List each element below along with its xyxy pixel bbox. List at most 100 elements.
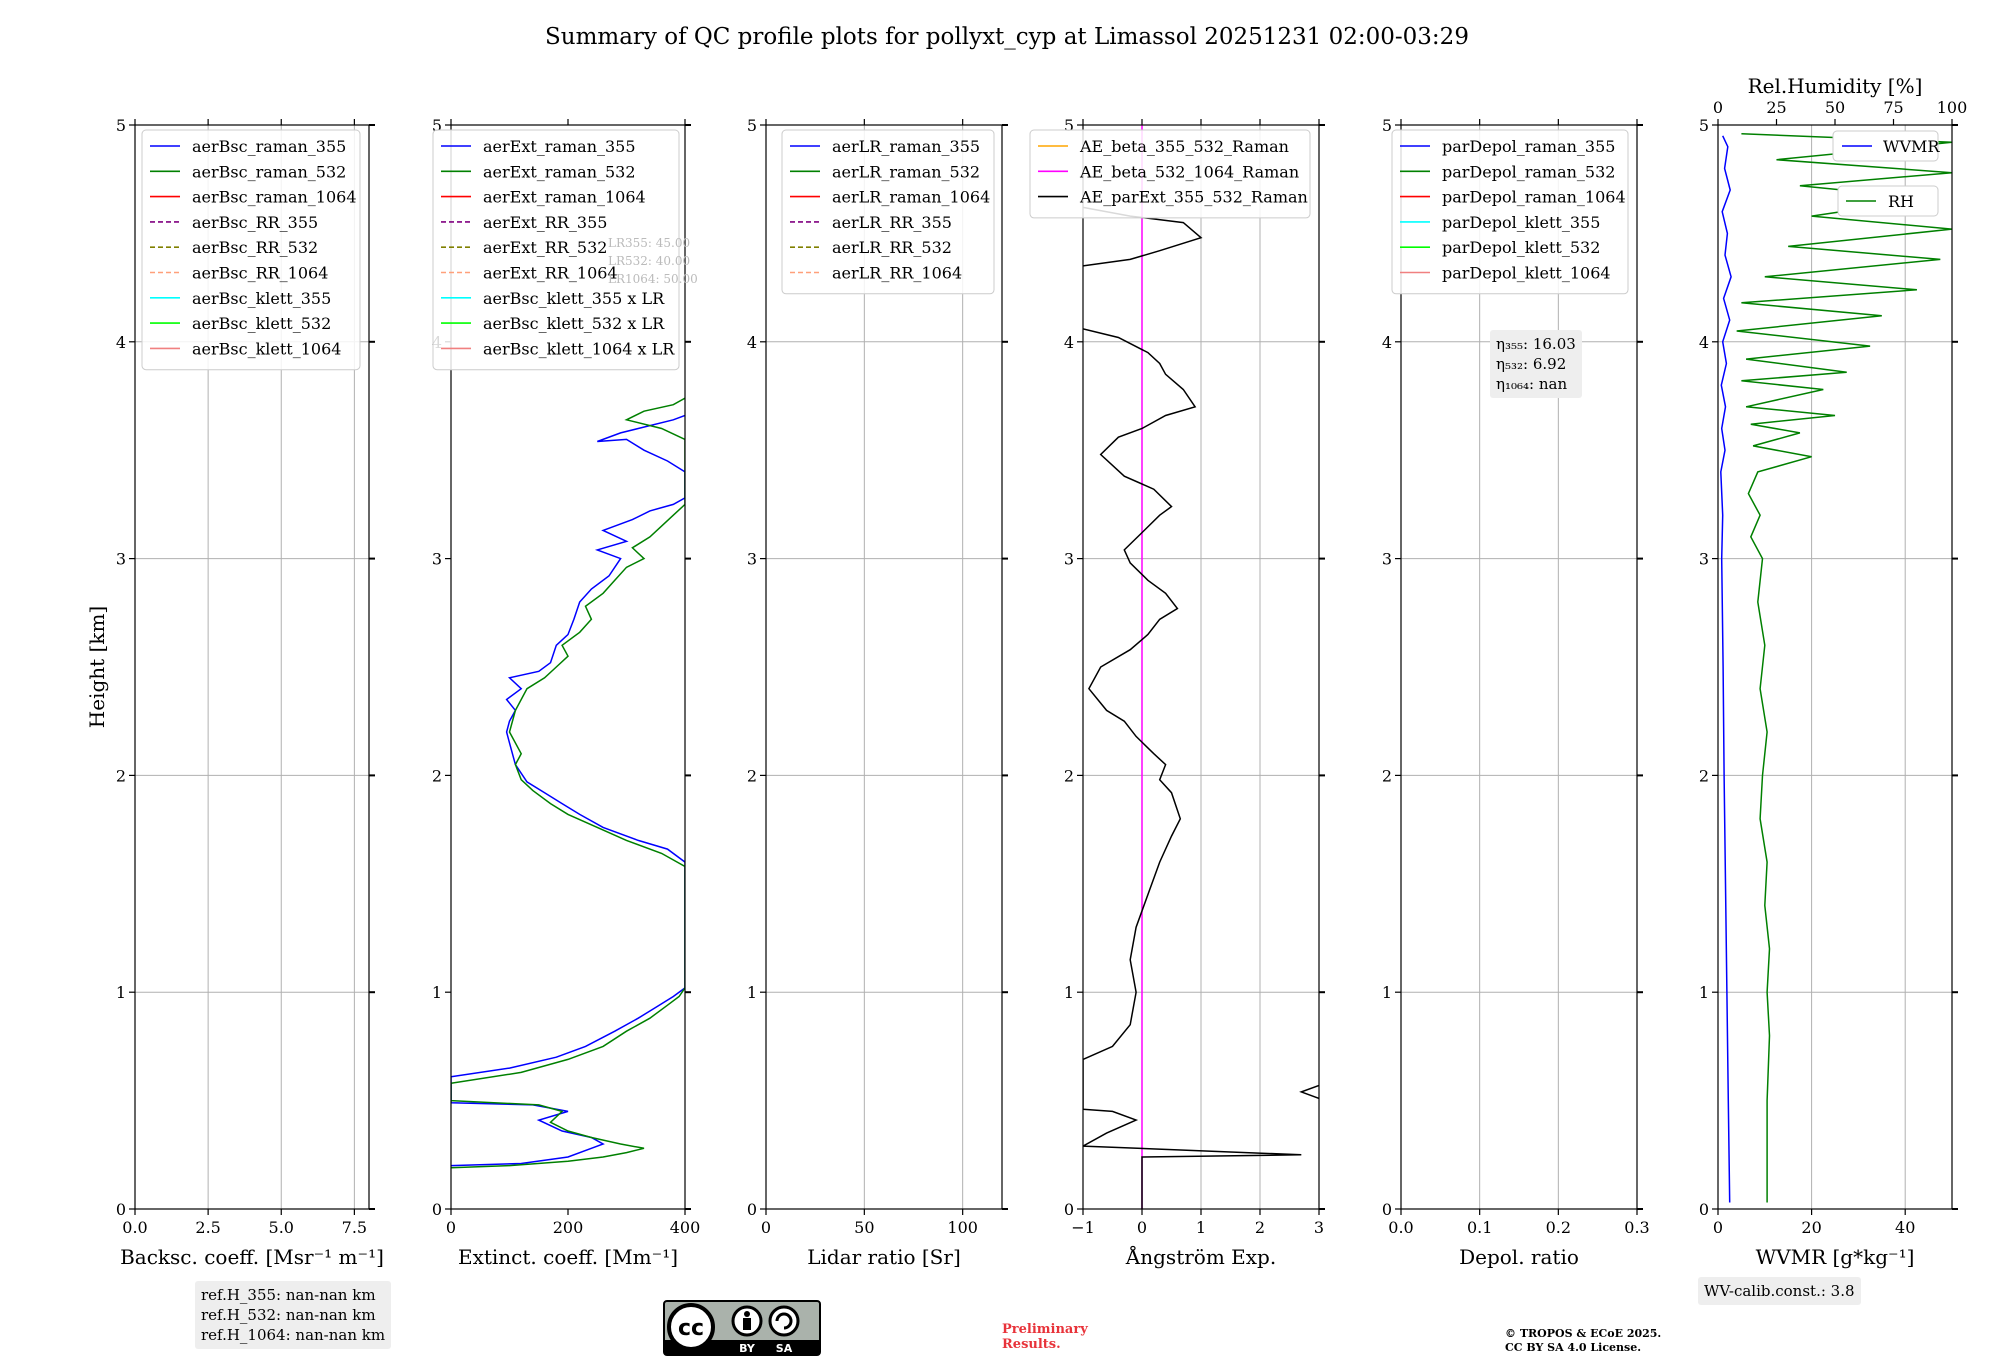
- legend-entry: aerExt_RR_1064: [483, 264, 618, 283]
- panel-lr: 0 50 100 0 1 2 3 4 5 Lidar ratio [Sr] aerLR_raman_…: [747, 116, 1008, 1269]
- legend-entry: aerExt_RR_532: [483, 238, 607, 257]
- legend-entry: WVMR: [1883, 137, 1940, 156]
- x-tick-label: 1: [1196, 1218, 1206, 1237]
- x-tick-label: 200: [553, 1218, 584, 1237]
- y-tick-label: 2: [1699, 766, 1709, 785]
- series-line-aerExt_raman_355: [451, 414, 685, 1167]
- y-tick-label: 3: [116, 550, 126, 569]
- legend-wvmr: WVMR: [1832, 130, 1940, 162]
- x-tick-label: 0.0: [122, 1218, 147, 1237]
- x-tick-label: 20: [1801, 1218, 1821, 1237]
- x-tick-label: 0.3: [1624, 1218, 1649, 1237]
- legend-entry: RH: [1888, 192, 1914, 211]
- legend-entry: parDepol_klett_355: [1442, 213, 1600, 232]
- axes-frame: [765, 124, 1003, 1210]
- y-tick-label: 0: [747, 1200, 757, 1219]
- legend-entry: aerBsc_raman_1064: [192, 188, 357, 207]
- top-x-tick-label: 100: [1937, 98, 1968, 117]
- legend-entry: parDepol_raman_355: [1442, 137, 1615, 156]
- axes-frame: [134, 124, 370, 1210]
- ref-h-532: ref.H_532: nan-nan km: [201, 1306, 376, 1324]
- legend-entry: aerLR_raman_532: [832, 162, 980, 181]
- x-tick-label: 7.5: [342, 1218, 367, 1237]
- legend-entry: aerLR_raman_355: [832, 137, 980, 156]
- legend-box: [1832, 130, 1939, 162]
- legend-entry: AE_parExt_355_532_Raman: [1079, 188, 1308, 207]
- y-tick-label: 3: [1064, 550, 1074, 569]
- series-group-ext: [451, 397, 685, 1169]
- y-tick-label: 2: [116, 766, 126, 785]
- y-tick-label: 0: [1064, 1200, 1074, 1219]
- x-tick-label: −1: [1071, 1218, 1095, 1237]
- x-axis-label: Depol. ratio: [1459, 1245, 1579, 1269]
- y-tick-label: 0: [1382, 1200, 1392, 1219]
- x-tick-label: 3: [1314, 1218, 1324, 1237]
- x-axis-label: WVMR [g*kg⁻¹]: [1756, 1245, 1915, 1269]
- x-tick-label: 0: [761, 1218, 771, 1237]
- preliminary-line-2: Results.: [1002, 1337, 1061, 1352]
- y-tick-label: 2: [1382, 766, 1392, 785]
- x-tick-label: 40: [1895, 1218, 1915, 1237]
- panel-wv: 0 20 40 0 25 50 75 100 Rel.Humidity [%] 0 1 2 3 4 5 WVM…: [1699, 74, 1967, 1269]
- ext-lr-1064: LR1064: 50.00: [608, 272, 698, 286]
- panels: 0.0 2.5 5.0 7.5 0 1 2 3 4 5 Backsc. coeff. [Msr⁻¹ …: [85, 74, 1967, 1269]
- sa-label: SA: [776, 1342, 793, 1355]
- legend-entry: aerBsc_RR_1064: [192, 264, 328, 283]
- x-tick-label: 0: [1713, 1218, 1723, 1237]
- eta-355: η₃₅₅: 16.03: [1496, 335, 1576, 353]
- series-line-aerExt_raman_532: [451, 397, 685, 1169]
- x-axis-label: Extinct. coeff. [Mm⁻¹]: [458, 1245, 678, 1269]
- y-tick-label: 4: [1699, 333, 1709, 352]
- legend-entry: aerBsc_RR_532: [192, 238, 318, 257]
- preliminary-line-1: Preliminary: [1002, 1322, 1088, 1337]
- legend-entry: aerLR_raman_1064: [832, 188, 990, 207]
- y-tick-label: 2: [432, 766, 442, 785]
- by-label: BY: [739, 1342, 756, 1355]
- y-tick-label: 2: [1064, 766, 1074, 785]
- legend-entry: parDepol_raman_1064: [1442, 188, 1626, 207]
- copyright-note: © TROPOS & ECoE 2025. CC BY SA 4.0 Licen…: [1505, 1327, 1661, 1355]
- x-axis-label: Ångström Exp.: [1125, 1244, 1276, 1269]
- x-axis-label: Backsc. coeff. [Msr⁻¹ m⁻¹]: [120, 1245, 384, 1269]
- y-tick-label: 3: [747, 550, 757, 569]
- panel-ext: 0200400012345Extinct. coeff. [Mm⁻¹]aerEx…: [432, 116, 700, 1269]
- y-tick-label: 5: [1382, 116, 1392, 135]
- y-tick-label: 3: [432, 550, 442, 569]
- ref-height-box: ref.H_355: nan-nan km ref.H_532: nan-nan…: [195, 1281, 392, 1349]
- y-tick-label: 0: [1699, 1200, 1709, 1219]
- legend-entry: aerBsc_raman_532: [192, 162, 346, 181]
- x-tick-label: 50: [854, 1218, 874, 1237]
- eta-1064: η₁₀₆₄: nan: [1496, 375, 1568, 393]
- legend-entry: AE_beta_532_1064_Raman: [1079, 162, 1299, 181]
- panel-bsc: 0.0 2.5 5.0 7.5 0 1 2 3 4 5 Backsc. coeff. [Msr⁻¹ …: [85, 116, 384, 1269]
- eta-532: η₅₃₂: 6.92: [1496, 355, 1567, 373]
- legend-entry: parDepol_klett_532: [1442, 238, 1600, 257]
- series-line-AE_parExt_355_532_Raman: [1299, 1084, 1319, 1100]
- legend-entry: parDepol_raman_532: [1442, 162, 1615, 181]
- legend-entry: aerExt_raman_1064: [483, 188, 646, 207]
- y-tick-label: 4: [1382, 333, 1392, 352]
- y-tick-label: 1: [432, 983, 442, 1002]
- y-tick-label: 1: [116, 983, 126, 1002]
- copyright-line-2: CC BY SA 4.0 License.: [1505, 1341, 1642, 1354]
- top-x-axis-label: Rel.Humidity [%]: [1748, 74, 1923, 98]
- ext-lr-355: LR355: 45.00: [608, 236, 691, 250]
- y-tick-label: 0: [432, 1200, 442, 1219]
- y-tick-label: 1: [1699, 983, 1709, 1002]
- y-tick-label: 5: [1064, 116, 1074, 135]
- series-line-WVMR: [1720, 135, 1732, 1203]
- legend-entry: aerBsc_RR_355: [192, 213, 318, 232]
- x-tick-label: 0.1: [1467, 1218, 1492, 1237]
- legend-box: [781, 129, 995, 295]
- y-tick-label: 0: [116, 1200, 126, 1219]
- ref-h-1064: ref.H_1064: nan-nan km: [201, 1326, 386, 1344]
- ref-h-355: ref.H_355: nan-nan km: [201, 1286, 376, 1304]
- legend-box: [1837, 185, 1939, 217]
- y-tick-label: 1: [747, 983, 757, 1002]
- legend-box: [1391, 129, 1629, 295]
- x-tick-label: 5.0: [269, 1218, 294, 1237]
- x-tick-label: 0.0: [1388, 1218, 1413, 1237]
- sa-icon: [768, 1305, 800, 1337]
- x-tick-label: 100: [947, 1218, 978, 1237]
